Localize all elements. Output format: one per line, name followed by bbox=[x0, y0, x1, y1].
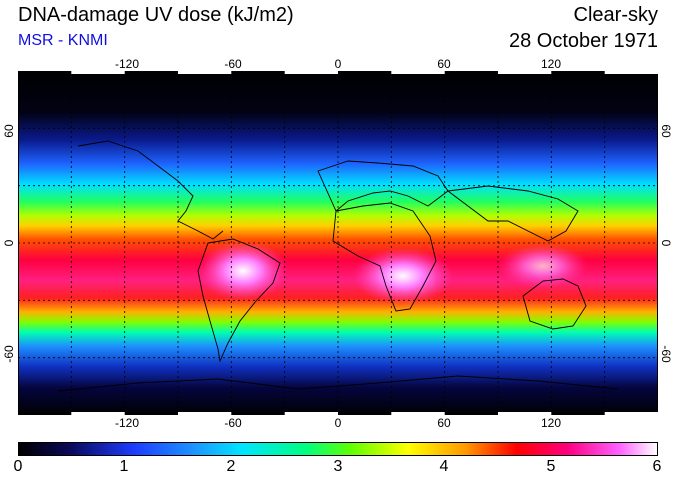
lon-tick-bottom-m120: -120 bbox=[114, 416, 140, 430]
gridlines bbox=[18, 71, 658, 415]
lat-tick-right-0: 0 bbox=[659, 239, 673, 247]
lat-tick-right-60: 60 bbox=[659, 124, 673, 138]
lon-tick-top-m120: -120 bbox=[114, 57, 140, 71]
lon-tick-top-0: 0 bbox=[334, 57, 342, 71]
lat-tick-left-m60: -60 bbox=[2, 345, 16, 363]
colorbar-tick-0: 0 bbox=[13, 458, 23, 475]
frame-ticks bbox=[71, 71, 658, 415]
lon-tick-bottom-60: 60 bbox=[437, 416, 451, 430]
lon-tick-top-60: 60 bbox=[437, 57, 451, 71]
lat-tick-left-0: 0 bbox=[2, 239, 16, 247]
map-subtitle: MSR - KNMI bbox=[18, 32, 108, 49]
hotspot-africa bbox=[353, 248, 453, 304]
lon-tick-bottom-m60: -60 bbox=[224, 416, 242, 430]
colorbar-tick-1: 1 bbox=[119, 458, 129, 475]
map-title: DNA-damage UV dose (kJ/m2) bbox=[18, 4, 294, 26]
colorbar-tick-5: 5 bbox=[546, 458, 556, 475]
coast-australia bbox=[522, 278, 587, 330]
hotspot-australia-north bbox=[498, 244, 588, 288]
coast-north-america bbox=[77, 140, 224, 240]
colorbar-tick-3: 3 bbox=[333, 458, 343, 475]
coast-asia bbox=[446, 185, 579, 242]
lat-tick-right-m60: -60 bbox=[659, 345, 673, 363]
colorbar-tick-6: 6 bbox=[652, 458, 662, 475]
lon-tick-top-120: 120 bbox=[540, 57, 562, 71]
map-date: 28 October 1971 bbox=[509, 30, 658, 52]
colorbar-tick-2: 2 bbox=[226, 458, 236, 475]
lon-tick-bottom-0: 0 bbox=[334, 416, 342, 430]
colorbar bbox=[18, 442, 658, 456]
coast-europe bbox=[317, 160, 449, 212]
lon-tick-bottom-120: 120 bbox=[540, 416, 562, 430]
coast-africa bbox=[332, 202, 437, 312]
lon-tick-top-m60: -60 bbox=[224, 57, 242, 71]
lat-tick-left-60: 60 bbox=[2, 124, 16, 138]
sky-condition: Clear-sky bbox=[573, 4, 658, 26]
uv-dose-map bbox=[18, 71, 658, 415]
hotspot-south-america bbox=[198, 241, 288, 301]
colorbar-tick-4: 4 bbox=[439, 458, 449, 475]
